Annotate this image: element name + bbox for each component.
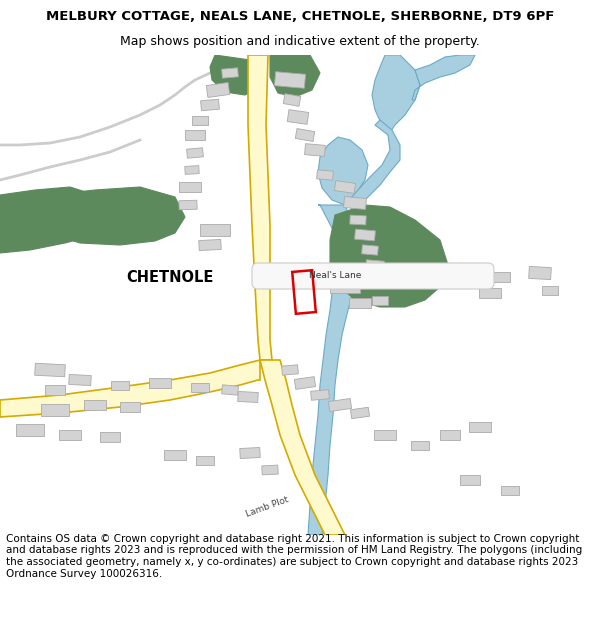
Text: Contains OS data © Crown copyright and database right 2021. This information is : Contains OS data © Crown copyright and d… (6, 534, 582, 579)
FancyBboxPatch shape (199, 239, 221, 251)
FancyBboxPatch shape (200, 224, 230, 236)
FancyBboxPatch shape (440, 430, 460, 440)
FancyBboxPatch shape (240, 448, 260, 459)
FancyBboxPatch shape (206, 82, 230, 98)
FancyBboxPatch shape (350, 215, 366, 225)
FancyBboxPatch shape (274, 72, 305, 88)
Polygon shape (0, 360, 260, 417)
FancyBboxPatch shape (252, 263, 494, 289)
FancyBboxPatch shape (262, 465, 278, 475)
FancyBboxPatch shape (372, 279, 388, 288)
FancyBboxPatch shape (328, 399, 352, 411)
FancyBboxPatch shape (111, 381, 129, 389)
FancyBboxPatch shape (221, 385, 238, 395)
FancyBboxPatch shape (372, 296, 388, 304)
FancyBboxPatch shape (350, 408, 370, 419)
FancyBboxPatch shape (287, 109, 309, 124)
FancyBboxPatch shape (196, 456, 214, 464)
FancyBboxPatch shape (317, 170, 334, 180)
FancyBboxPatch shape (529, 266, 551, 279)
Text: Neal's Lane: Neal's Lane (309, 271, 361, 281)
Polygon shape (260, 360, 345, 535)
FancyBboxPatch shape (330, 281, 360, 293)
FancyBboxPatch shape (221, 68, 238, 78)
FancyBboxPatch shape (45, 385, 65, 395)
FancyBboxPatch shape (164, 450, 186, 460)
FancyBboxPatch shape (349, 298, 371, 308)
FancyBboxPatch shape (238, 391, 258, 402)
Text: MELBURY COTTAGE, NEALS LANE, CHETNOLE, SHERBORNE, DT9 6PF: MELBURY COTTAGE, NEALS LANE, CHETNOLE, S… (46, 9, 554, 22)
FancyBboxPatch shape (362, 245, 379, 255)
FancyBboxPatch shape (35, 363, 65, 377)
FancyBboxPatch shape (295, 129, 315, 141)
Text: CHETNOLE: CHETNOLE (127, 269, 214, 284)
FancyBboxPatch shape (305, 144, 325, 156)
Polygon shape (318, 137, 368, 205)
FancyBboxPatch shape (355, 229, 376, 241)
FancyBboxPatch shape (179, 182, 201, 192)
FancyBboxPatch shape (41, 404, 69, 416)
Polygon shape (330, 257, 355, 277)
FancyBboxPatch shape (295, 377, 316, 389)
Text: Lamb Plot: Lamb Plot (244, 495, 290, 519)
FancyBboxPatch shape (69, 374, 91, 386)
FancyBboxPatch shape (490, 272, 510, 282)
FancyBboxPatch shape (311, 390, 329, 400)
FancyBboxPatch shape (344, 196, 367, 209)
Text: Map shows position and indicative extent of the property.: Map shows position and indicative extent… (120, 34, 480, 48)
FancyBboxPatch shape (120, 402, 140, 412)
Polygon shape (0, 187, 110, 253)
FancyBboxPatch shape (59, 430, 81, 440)
FancyBboxPatch shape (411, 441, 429, 449)
FancyBboxPatch shape (185, 166, 199, 174)
FancyBboxPatch shape (191, 382, 209, 391)
FancyBboxPatch shape (501, 486, 519, 494)
FancyBboxPatch shape (185, 130, 205, 140)
Polygon shape (45, 187, 185, 245)
FancyBboxPatch shape (179, 200, 197, 210)
FancyBboxPatch shape (281, 365, 298, 375)
FancyBboxPatch shape (149, 378, 171, 388)
FancyBboxPatch shape (334, 181, 356, 193)
Polygon shape (248, 55, 272, 360)
FancyBboxPatch shape (469, 422, 491, 432)
FancyBboxPatch shape (200, 99, 220, 111)
FancyBboxPatch shape (374, 430, 396, 440)
FancyBboxPatch shape (100, 432, 120, 442)
FancyBboxPatch shape (365, 260, 385, 270)
FancyBboxPatch shape (84, 400, 106, 410)
FancyBboxPatch shape (479, 288, 501, 298)
FancyBboxPatch shape (542, 286, 558, 294)
Polygon shape (270, 55, 320, 97)
Polygon shape (330, 205, 448, 307)
FancyBboxPatch shape (192, 116, 208, 124)
Polygon shape (345, 120, 400, 210)
FancyBboxPatch shape (16, 424, 44, 436)
Polygon shape (210, 55, 265, 95)
FancyBboxPatch shape (187, 148, 203, 158)
Polygon shape (308, 205, 358, 535)
FancyBboxPatch shape (460, 475, 480, 485)
Polygon shape (412, 55, 475, 100)
Polygon shape (372, 55, 420, 135)
FancyBboxPatch shape (283, 94, 301, 106)
